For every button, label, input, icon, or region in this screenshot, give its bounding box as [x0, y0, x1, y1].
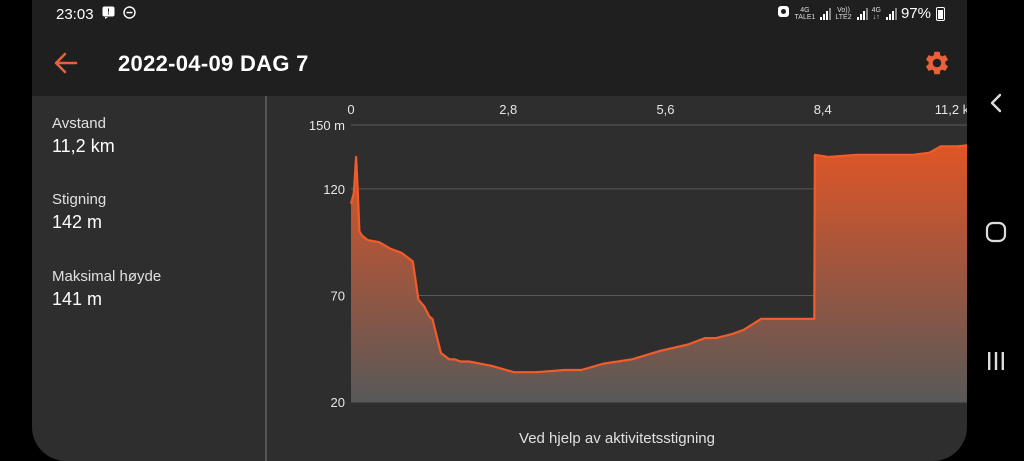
stat-label: Avstand: [52, 115, 106, 132]
signal-volte-icon: [856, 7, 868, 20]
sim2-indicator: 4G ↓↑: [872, 7, 881, 21]
stat-label: Maksimal høyde: [52, 268, 162, 285]
volte-label: Vo)): [837, 6, 850, 14]
stat-ascent: Stigning 142 m: [52, 191, 106, 233]
elevation-line: [349, 144, 967, 374]
battery-icon: [936, 6, 945, 21]
gear-icon: [926, 51, 948, 75]
x-tick-label: 2,8: [499, 102, 517, 117]
nav-home-button[interactable]: [981, 217, 1011, 247]
nav-back-button[interactable]: [981, 88, 1011, 118]
message-notification-icon: !: [102, 6, 115, 23]
nav-recents-icon: [988, 352, 1004, 370]
stats-panel: Avstand 11,2 km Stigning 142 m Maksimal …: [32, 96, 265, 461]
app-screen: 23:03 ! 4G TALE1 Vo)) LT: [32, 0, 967, 461]
status-time: 23:03: [56, 6, 94, 23]
sim2-network: 4G: [871, 6, 881, 14]
elevation-area: [351, 145, 967, 402]
stat-value: 141 m: [52, 289, 103, 309]
sim1-label: TALE1: [794, 13, 816, 21]
stat-label: Stigning: [52, 191, 107, 208]
chart-footnote: Ved hjelp av aktivitetsstigning: [519, 430, 715, 447]
nav-recents-button[interactable]: [981, 346, 1011, 376]
signal-sim1-icon: [820, 7, 832, 20]
elevation-chart: 150 m 120 70 20 0 2,8 5,6 8,4 11,2 km Ved hjelp …: [267, 96, 967, 461]
back-button[interactable]: [52, 50, 80, 76]
settings-button[interactable]: [923, 49, 951, 77]
battery-percent: 97%: [900, 5, 931, 22]
x-tick-label: 11,2 km: [935, 102, 967, 117]
panel-divider: [265, 96, 267, 461]
system-nav-bar: [967, 0, 1024, 461]
sim2-arrows: ↓↑: [872, 13, 880, 21]
x-tick-label: 5,6: [656, 102, 674, 117]
nav-home-icon: [985, 221, 1007, 243]
status-bar: 23:03 ! 4G TALE1 Vo)) LT: [32, 0, 967, 30]
y-tick-label: 120: [323, 182, 345, 197]
volte-indicator: Vo)) LTE2: [835, 7, 851, 21]
lte2-label: LTE2: [835, 13, 852, 21]
do-not-disturb-icon: [122, 6, 136, 23]
sim1-indicator: 4G TALE1: [795, 7, 816, 21]
wifi-calling-icon: [777, 5, 790, 22]
y-tick-label: 70: [331, 288, 345, 303]
svg-text:!: !: [107, 8, 110, 17]
x-tick-label: 0: [347, 102, 354, 117]
elevation-chart-svg: 150 m 120 70 20 0 2,8 5,6 8,4 11,2 km: [309, 102, 967, 410]
stat-max-elevation: Maksimal høyde 141 m: [52, 268, 161, 310]
arrow-left-icon: [54, 52, 78, 74]
y-tick-label: 150 m: [309, 118, 345, 133]
signal-sim2-icon: [885, 7, 897, 20]
y-tick-label: 20: [331, 395, 345, 410]
x-tick-label: 8,4: [814, 102, 832, 117]
stat-value: 11,2 km: [52, 136, 115, 156]
page-title: 2022-04-09 DAG 7: [118, 51, 309, 76]
stat-distance: Avstand 11,2 km: [52, 115, 115, 157]
nav-back-icon: [990, 93, 1002, 113]
header: 23:03 ! 4G TALE1 Vo)) LT: [32, 0, 967, 96]
stat-value: 142 m: [52, 212, 103, 232]
sim1-network: 4G: [800, 6, 810, 14]
